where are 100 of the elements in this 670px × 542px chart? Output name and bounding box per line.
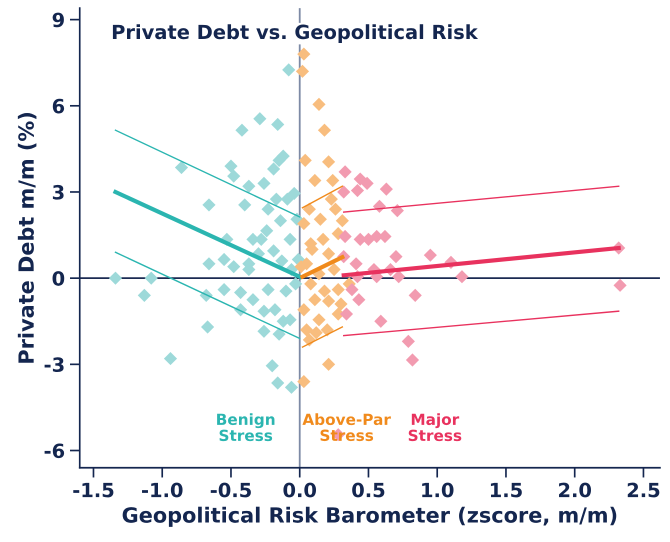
point (227, 170, 240, 183)
point (320, 323, 334, 336)
x-tick-label: 0.5 (352, 482, 384, 498)
y-axis-title: Private Debt m/m (%) (18, 113, 36, 363)
point (271, 376, 284, 390)
point (310, 326, 323, 340)
point (164, 352, 178, 366)
point (280, 192, 294, 206)
x-tick-label: 1.5 (490, 482, 522, 498)
point (284, 380, 298, 394)
y-tick-label: -6 (44, 443, 64, 458)
y-tick-label: 3 (52, 184, 64, 200)
point (318, 284, 332, 298)
point (322, 358, 336, 371)
point (202, 257, 216, 270)
point (272, 328, 286, 341)
point (288, 186, 301, 200)
point (238, 198, 252, 212)
text: Private Debt vs. Geopolitical Risk (112, 24, 478, 44)
point (267, 244, 280, 258)
point (322, 247, 336, 260)
point (270, 192, 283, 206)
point (314, 212, 327, 226)
annotation: Benign Stress (217, 413, 274, 442)
point (268, 303, 282, 316)
point (266, 359, 279, 372)
point (235, 124, 249, 137)
point (316, 232, 330, 246)
x-tick-label: -1.5 (73, 482, 114, 498)
x-tick-label: 1.0 (422, 482, 454, 498)
point (297, 303, 310, 316)
point (218, 283, 231, 296)
y-tick-label: -3 (44, 357, 64, 372)
point (267, 162, 280, 176)
x-tick-label: 0.0 (283, 482, 316, 498)
point (455, 270, 469, 284)
point (234, 286, 248, 300)
x-axis-title: Geopolitical Risk Barometer (zscore, m/m) (122, 506, 616, 527)
point (260, 224, 274, 238)
point (202, 198, 216, 212)
point (257, 304, 271, 318)
y-tick-label: 6 (52, 98, 64, 114)
point (334, 297, 348, 311)
point (424, 248, 437, 262)
point (298, 154, 312, 167)
x-tick-label: 2.5 (628, 482, 660, 498)
point (613, 278, 627, 292)
point (108, 272, 122, 285)
x-tick-label: -1.0 (142, 482, 183, 498)
point (302, 202, 316, 216)
point (262, 283, 275, 296)
point (227, 260, 240, 274)
point (374, 314, 388, 328)
point (352, 293, 366, 306)
y-tick-label: 0 (52, 271, 64, 286)
point (138, 288, 151, 302)
point (322, 155, 336, 168)
point (253, 112, 266, 126)
point (144, 272, 158, 285)
point (257, 176, 271, 190)
point (340, 307, 354, 321)
point (380, 182, 393, 196)
point (324, 192, 338, 206)
point (282, 63, 296, 76)
point (338, 165, 352, 178)
point (174, 160, 188, 174)
point (289, 277, 302, 290)
point (308, 174, 322, 188)
point (304, 277, 318, 290)
point (296, 64, 310, 78)
point (218, 252, 231, 266)
point (328, 202, 342, 216)
point (242, 180, 256, 193)
point (360, 176, 374, 190)
point (350, 184, 364, 198)
point (279, 284, 293, 298)
y-tick-label: 9 (52, 12, 64, 28)
point (246, 293, 260, 306)
point (297, 216, 310, 230)
point (326, 174, 340, 188)
point (392, 270, 406, 284)
point (312, 313, 326, 326)
point (274, 214, 288, 228)
point (322, 294, 336, 308)
point (224, 160, 238, 173)
point (312, 98, 326, 111)
point (201, 320, 214, 334)
point (284, 232, 297, 246)
point (389, 250, 403, 264)
point (336, 214, 349, 228)
point (271, 118, 284, 132)
point (272, 154, 286, 167)
x-tick-label: -0.5 (210, 482, 251, 498)
point (406, 353, 420, 367)
point (338, 230, 352, 244)
x-tick-label: 2.0 (559, 482, 591, 498)
point (297, 374, 310, 388)
point (257, 324, 271, 338)
point (402, 334, 415, 348)
point (297, 48, 310, 61)
